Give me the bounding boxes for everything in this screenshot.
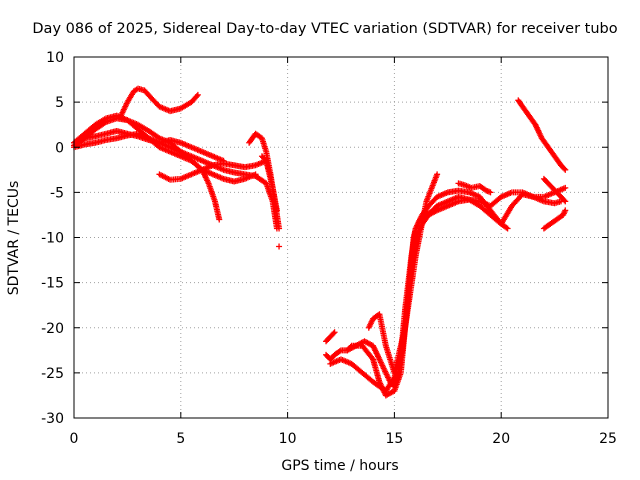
x-tick-label: 5: [176, 431, 185, 447]
y-tick-label: -10: [41, 231, 64, 247]
y-tick-label: 10: [46, 50, 64, 66]
axis-ticks: 0 5 10 15 20 25 10 5 0 -5 -10 -15 -20 -25 -30: [41, 50, 617, 447]
data-point-marker: [331, 329, 338, 336]
x-tick-label: 0: [70, 431, 79, 447]
y-tick-label: -25: [41, 366, 64, 382]
data-point-marker: [562, 184, 569, 191]
data-point-marker: [503, 224, 510, 231]
series-8: [258, 153, 280, 214]
series-17: [540, 207, 569, 232]
data-point-marker: [487, 189, 494, 196]
series-4: [71, 130, 227, 164]
y-tick-label: -5: [50, 185, 64, 201]
y-axis-label: SDTVAR / TECUs: [6, 181, 22, 296]
series-11: [327, 187, 511, 394]
x-tick-label: 10: [279, 431, 297, 447]
data-point-marker: [194, 91, 201, 98]
data-point-marker: [276, 243, 283, 250]
series-13: [365, 171, 441, 376]
series-14: [323, 329, 338, 345]
data-point-marker: [276, 225, 283, 232]
series-3: [71, 112, 223, 223]
chart-title: Day 086 of 2025, Sidereal Day-to-day VTE…: [32, 21, 617, 37]
series-10: [323, 191, 565, 399]
data-point-marker: [562, 166, 569, 173]
data-point-marker: [561, 165, 568, 172]
series-15: [455, 180, 494, 196]
y-tick-label: -15: [41, 276, 64, 292]
x-axis-label: GPS time / hours: [281, 458, 398, 474]
data-point-marker: [562, 198, 569, 205]
y-tick-label: 0: [55, 140, 64, 156]
series-18: [540, 175, 569, 205]
x-tick-label: 15: [385, 431, 403, 447]
data-point-marker: [273, 207, 280, 214]
data-point-marker: [504, 225, 511, 232]
series-12: [344, 184, 569, 390]
series-6: [156, 157, 270, 183]
data-points: [71, 85, 569, 399]
y-tick-label: -30: [41, 411, 64, 427]
series-9: [276, 243, 283, 250]
series-5: [117, 85, 201, 119]
data-point-marker: [562, 207, 569, 214]
data-point-marker: [330, 330, 337, 337]
y-tick-label: 5: [55, 95, 64, 111]
data-point-marker: [434, 171, 441, 178]
y-tick-label: -20: [41, 321, 64, 337]
data-point-marker: [336, 348, 343, 355]
data-point-marker: [216, 216, 223, 223]
series-16: [515, 97, 569, 173]
data-point-marker: [561, 197, 568, 204]
data-point-marker: [252, 171, 259, 178]
x-tick-label: 20: [492, 431, 510, 447]
data-point-marker: [193, 93, 200, 100]
x-tick-label: 25: [599, 431, 617, 447]
